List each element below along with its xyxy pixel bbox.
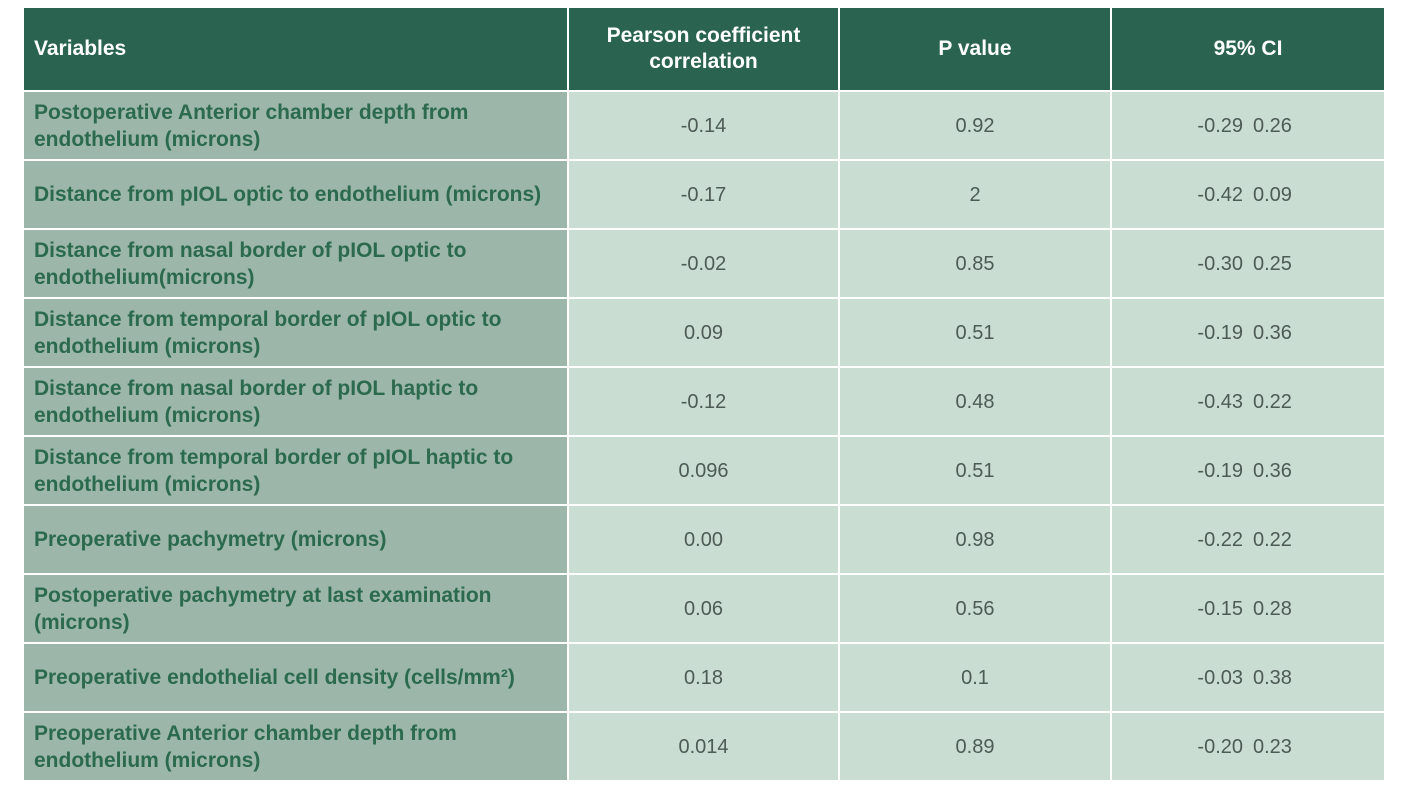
p-value-cell: 0.92 [838,90,1112,161]
table-container: Variables Pearson coefficient correlation… [22,6,1386,782]
table-row: Postoperative Anterior chamber depth fro… [22,90,1386,161]
variable-cell: Distance from nasal border of pIOL hapti… [22,366,569,437]
ci-upper: 0.22 [1253,528,1292,551]
pearson-cell: -0.12 [567,366,840,437]
ci-lower: -0.43 [1197,390,1243,413]
variable-cell: Distance from temporal border of pIOL ha… [22,435,569,506]
correlation-table: Variables Pearson coefficient correlation… [22,6,1386,782]
header-cell: Pearson coefficient correlation [567,6,840,92]
ci-cell: -0.42 0.09 [1110,159,1386,230]
ci-lower: -0.03 [1197,666,1243,689]
table-row: Distance from temporal border of pIOL op… [22,297,1386,368]
table-row: Distance from temporal border of pIOL ha… [22,435,1386,506]
p-value-cell: 0.51 [838,435,1112,506]
p-value-cell: 0.48 [838,366,1112,437]
p-value-cell: 0.51 [838,297,1112,368]
ci-lower: -0.29 [1197,114,1243,137]
variable-cell: Preoperative Anterior chamber depth from… [22,711,569,782]
pearson-cell: 0.096 [567,435,840,506]
pearson-cell: 0.06 [567,573,840,644]
ci-cell: -0.30 0.25 [1110,228,1386,299]
ci-lower: -0.22 [1197,528,1243,551]
ci-upper: 0.25 [1253,252,1292,275]
ci-lower: -0.42 [1197,183,1243,206]
table-row: Distance from pIOL optic to endothelium … [22,159,1386,230]
ci-cell: -0.19 0.36 [1110,297,1386,368]
table-header: Variables Pearson coefficient correlation… [22,6,1386,92]
p-value-cell: 0.56 [838,573,1112,644]
pearson-cell: 0.00 [567,504,840,575]
ci-cell: -0.22 0.22 [1110,504,1386,575]
ci-cell: -0.03 0.38 [1110,642,1386,713]
variable-cell: Distance from temporal border of pIOL op… [22,297,569,368]
ci-upper: 0.36 [1253,459,1292,482]
variable-cell: Distance from nasal border of pIOL optic… [22,228,569,299]
variable-cell: Preoperative endothelial cell density (c… [22,642,569,713]
table-row: Distance from nasal border of pIOL hapti… [22,366,1386,437]
pearson-cell: 0.09 [567,297,840,368]
variable-cell: Postoperative pachymetry at last examina… [22,573,569,644]
ci-lower: -0.19 [1197,321,1243,344]
pearson-cell: -0.02 [567,228,840,299]
ci-cell: -0.43 0.22 [1110,366,1386,437]
p-value-cell: 0.1 [838,642,1112,713]
p-value-cell: 0.98 [838,504,1112,575]
variable-cell: Distance from pIOL optic to endothelium … [22,159,569,230]
ci-cell: -0.20 0.23 [1110,711,1386,782]
ci-cell: -0.29 0.26 [1110,90,1386,161]
p-value-cell: 2 [838,159,1112,230]
table-row: Preoperative pachymetry (microns) 0.00 0.9… [22,504,1386,575]
table-row: Postoperative pachymetry at last examina… [22,573,1386,644]
ci-upper: 0.28 [1253,597,1292,620]
ci-upper: 0.09 [1253,183,1292,206]
pearson-cell: -0.14 [567,90,840,161]
ci-upper: 0.38 [1253,666,1292,689]
ci-upper: 0.36 [1253,321,1292,344]
header-row: Variables Pearson coefficient correlation… [22,6,1386,92]
table-row: Preoperative endothelial cell density (c… [22,642,1386,713]
p-value-cell: 0.85 [838,228,1112,299]
pearson-cell: 0.18 [567,642,840,713]
table-body: Postoperative Anterior chamber depth fro… [22,90,1386,782]
ci-cell: -0.15 0.28 [1110,573,1386,644]
ci-upper: 0.23 [1253,735,1292,758]
p-value-cell: 0.89 [838,711,1112,782]
table-row: Distance from nasal border of pIOL optic… [22,228,1386,299]
ci-lower: -0.19 [1197,459,1243,482]
pearson-cell: 0.014 [567,711,840,782]
ci-lower: -0.20 [1197,735,1243,758]
pearson-cell: -0.17 [567,159,840,230]
header-cell: 95% CI [1110,6,1386,92]
header-cell: Variables [22,6,569,92]
table-row: Preoperative Anterior chamber depth from… [22,711,1386,782]
header-cell: P value [838,6,1112,92]
ci-lower: -0.15 [1197,597,1243,620]
ci-upper: 0.26 [1253,114,1292,137]
ci-cell: -0.19 0.36 [1110,435,1386,506]
ci-lower: -0.30 [1197,252,1243,275]
ci-upper: 0.22 [1253,390,1292,413]
variable-cell: Postoperative Anterior chamber depth fro… [22,90,569,161]
variable-cell: Preoperative pachymetry (microns) [22,504,569,575]
